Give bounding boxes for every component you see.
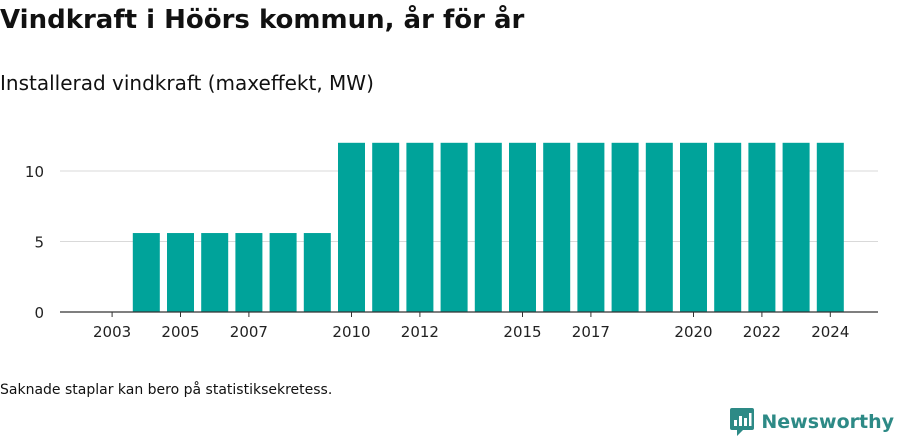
bar (577, 142, 605, 312)
x-tick-label: 2015 (503, 323, 541, 341)
bar (645, 142, 673, 312)
bar (338, 142, 365, 312)
bar (543, 142, 571, 312)
bar (714, 142, 742, 312)
axes (60, 311, 878, 317)
x-tick-label: 2012 (401, 323, 439, 341)
brand-name: Newsworthy (761, 411, 894, 433)
x-tick-label: 2005 (161, 323, 199, 341)
footnote: Saknade staplar kan bero på statistiksek… (0, 382, 333, 398)
x-tick-label: 2022 (743, 323, 781, 341)
y-tick-label: 10 (25, 163, 44, 181)
chart-subtitle: Installerad vindkraft (maxeffekt, MW) (0, 71, 374, 95)
x-tick-label: 2020 (674, 323, 712, 341)
bar (406, 142, 434, 312)
bar (440, 142, 468, 312)
chart-title: Vindkraft i Höörs kommun, år för år (0, 5, 525, 35)
y-tick-labels: 0 5 10 (25, 163, 44, 322)
bar (167, 233, 194, 312)
x-tick-label: 2017 (572, 323, 610, 341)
bars (132, 142, 844, 312)
x-tick-label: 2007 (230, 323, 268, 341)
newsworthy-logo-icon (730, 408, 755, 436)
bar (748, 142, 776, 312)
bar (372, 142, 400, 312)
bar (303, 233, 331, 312)
bar (680, 142, 707, 312)
bar (782, 142, 810, 312)
bar (509, 142, 536, 312)
x-tick-labels: 2003 2005 2007 2010 2012 2015 2017 2020 2022 2024 (93, 323, 849, 341)
bar (201, 233, 229, 312)
bar (474, 142, 502, 312)
x-tick-label: 2010 (332, 323, 370, 341)
grid-lines (60, 170, 878, 242)
x-tick-label: 2024 (811, 323, 849, 341)
bar (816, 142, 844, 312)
bar-chart: 0 5 10 2003 2005 2007 2010 2012 2015 2017 2020 202… (25, 142, 878, 341)
bar (235, 233, 263, 312)
y-tick-label: 5 (34, 234, 44, 252)
brand: Newsworthy (729, 406, 894, 438)
bar (269, 233, 297, 312)
bar (611, 142, 639, 312)
y-tick-label: 0 (34, 304, 44, 322)
bar (132, 233, 160, 312)
x-tick-label: 2003 (93, 323, 131, 341)
